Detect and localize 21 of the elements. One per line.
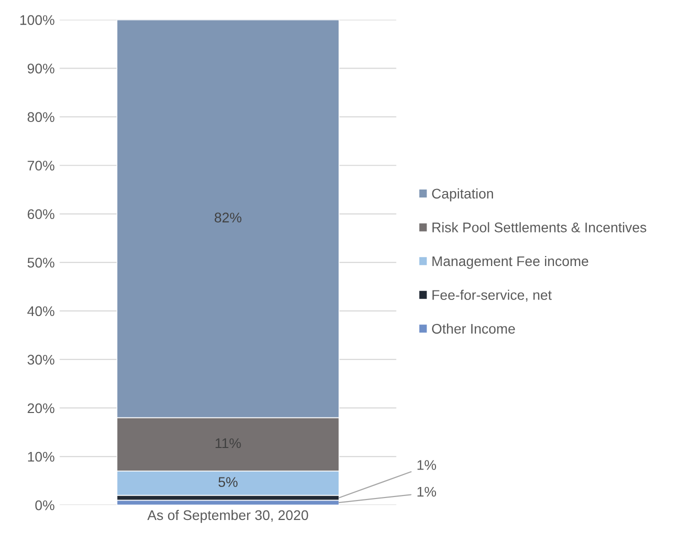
legend-label: Risk Pool Settlements & Incentives [432, 222, 646, 232]
y-tick-label: 50% [28, 258, 54, 268]
y-tick-label: 100% [20, 15, 54, 25]
legend-label: Other Income [432, 324, 515, 334]
legend-label: Management Fee income [432, 256, 588, 269]
y-tick-label: 80% [28, 112, 54, 122]
y-tick-label: 0% [35, 500, 54, 510]
y-tick-label: 90% [28, 64, 54, 74]
legend-label: Fee-for-service, net [432, 290, 552, 302]
text: 1% [418, 486, 436, 497]
y-tick-label: 60% [28, 209, 54, 220]
text: 1% [418, 460, 436, 470]
y-tick-label: 70% [28, 160, 54, 171]
y-tick-label: 40% [27, 306, 54, 316]
text: 82% [214, 212, 242, 222]
y-tick-label: 30% [28, 354, 54, 365]
x-tick-label: As of September 30, 2020 [147, 510, 308, 523]
y-tick-label: 20% [28, 403, 54, 414]
y-tick-label: 10% [28, 452, 54, 462]
legend-label: Capitation [432, 188, 494, 202]
text: 5% [218, 477, 238, 487]
